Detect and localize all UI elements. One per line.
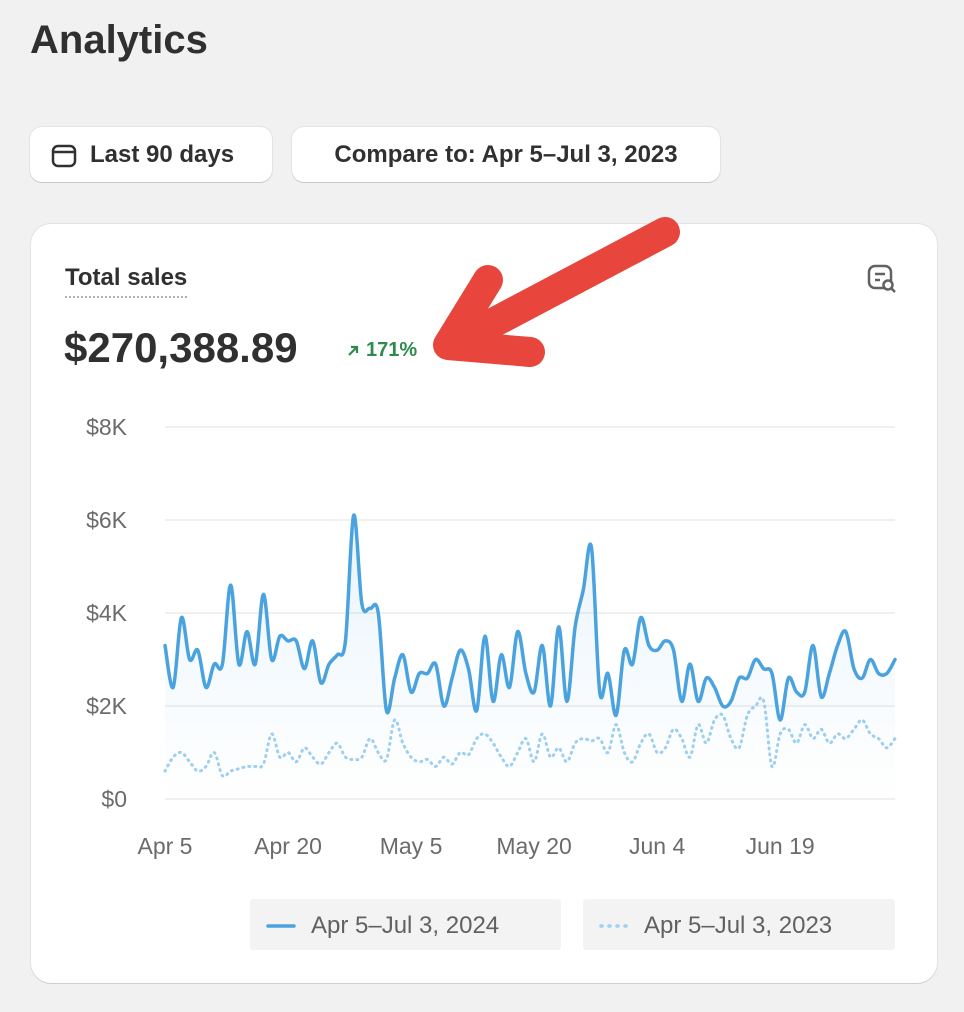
annotation-arrowhead — [433, 265, 545, 367]
y-tick-label: $6K — [86, 507, 128, 533]
date-range-button[interactable]: Last 90 days — [30, 127, 272, 182]
x-tick-label: Jun 4 — [629, 833, 685, 859]
legend-label: Apr 5–Jul 3, 2023 — [644, 912, 832, 939]
date-range-label: Last 90 days — [90, 140, 235, 168]
line — [163, 513, 897, 722]
y-tick-label: $0 — [101, 786, 127, 812]
compare-button[interactable]: Compare to: Apr 5–Jul 3, 2023 — [292, 127, 720, 182]
x-tick-label: May 20 — [496, 833, 571, 859]
legend-item[interactable] — [250, 899, 561, 950]
y-tick-label: $4K — [86, 600, 128, 626]
compare-label: Compare to: Apr 5–Jul 3, 2023 — [334, 140, 678, 168]
x-tick-label: Jun 19 — [746, 833, 815, 859]
change-value: 171% — [366, 339, 418, 361]
y-tick-label: $8K — [86, 414, 128, 440]
plot: $0 $2K $4K $6K $8K Apr 5 Apr 20 May 5 May 20 Jun … — [86, 414, 897, 859]
legend-item[interactable] — [583, 899, 895, 950]
annotation-arrow — [440, 217, 680, 358]
calendar-icon — [51, 144, 77, 167]
change: 171% — [345, 339, 417, 362]
x-tick-label: Apr 5 — [138, 833, 193, 859]
report-icon[interactable] — [866, 264, 898, 294]
up-arrow-icon — [348, 345, 359, 356]
x-tick-label: Apr 20 — [254, 833, 322, 859]
page-title: Analytics — [30, 18, 208, 62]
legend-label: Apr 5–Jul 3, 2024 — [311, 912, 499, 939]
total-sales: $270,388.89 — [64, 324, 298, 371]
x-tick-label: May 5 — [380, 833, 443, 859]
card-title[interactable]: Total sales — [65, 264, 188, 298]
area — [165, 515, 895, 799]
y-tick-label: $2K — [86, 693, 128, 719]
